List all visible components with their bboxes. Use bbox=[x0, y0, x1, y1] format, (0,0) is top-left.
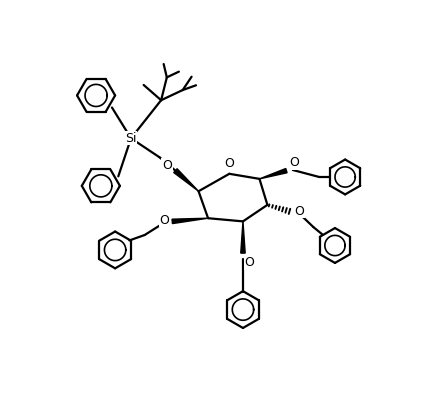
Polygon shape bbox=[241, 221, 245, 253]
Polygon shape bbox=[260, 169, 287, 179]
Text: O: O bbox=[162, 159, 172, 172]
Text: O: O bbox=[289, 157, 299, 169]
Text: Si: Si bbox=[125, 132, 137, 145]
Text: O: O bbox=[245, 256, 254, 269]
Text: O: O bbox=[294, 205, 304, 218]
Polygon shape bbox=[174, 169, 199, 191]
Text: O: O bbox=[159, 213, 169, 227]
Polygon shape bbox=[172, 218, 208, 224]
Text: O: O bbox=[224, 157, 234, 170]
